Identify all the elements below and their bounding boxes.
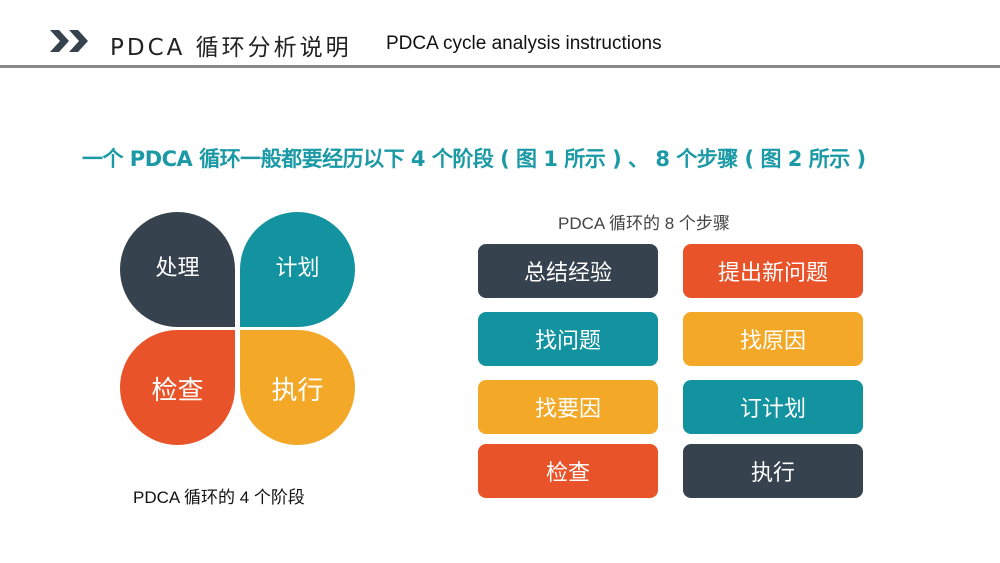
figure2-caption: PDCA 循环的 8 个步骤 <box>558 214 730 233</box>
step-label: 找原因 <box>739 329 806 354</box>
step-summarize-experience: 总结经验 <box>478 244 658 298</box>
figure1-caption: PDCA 循环的 4 个阶段 <box>133 488 305 507</box>
step-label: 检查 <box>545 461 590 486</box>
intro-text: 一个 PDCA 循环一般都要经历以下 4 个阶段 ( 图 1 所示 ) 、 8 … <box>82 147 866 171</box>
step-execute: 执行 <box>683 444 863 498</box>
step-find-problem: 找问题 <box>478 312 658 366</box>
double-chevron-right-icon <box>50 30 88 52</box>
phase-label: 检查 <box>151 376 204 406</box>
step-label: 找问题 <box>534 329 601 354</box>
step-label: 找要因 <box>534 397 601 422</box>
step-label: 提出新问题 <box>717 261 828 286</box>
step-find-main-cause: 找要因 <box>478 380 658 434</box>
step-make-plan: 订计划 <box>683 380 863 434</box>
page-title: PDCA 循环分析说明 <box>110 35 352 61</box>
page-subtitle: PDCA cycle analysis instructions <box>386 33 662 54</box>
phase-label: 执行 <box>271 376 324 406</box>
step-label: 总结经验 <box>523 261 612 286</box>
phase-label: 处理 <box>155 255 200 281</box>
step-label: 订计划 <box>739 397 806 422</box>
phase-label: 计划 <box>275 255 320 281</box>
phase-check: 检查 <box>120 330 235 445</box>
step-find-cause: 找原因 <box>683 312 863 366</box>
phase-act: 处理 <box>120 212 235 327</box>
step-check: 检查 <box>478 444 658 498</box>
step-label: 执行 <box>750 461 795 486</box>
phase-do: 执行 <box>240 330 355 445</box>
header-divider <box>0 65 1000 68</box>
phase-plan: 计划 <box>240 212 355 327</box>
step-raise-new-problem: 提出新问题 <box>683 244 863 298</box>
